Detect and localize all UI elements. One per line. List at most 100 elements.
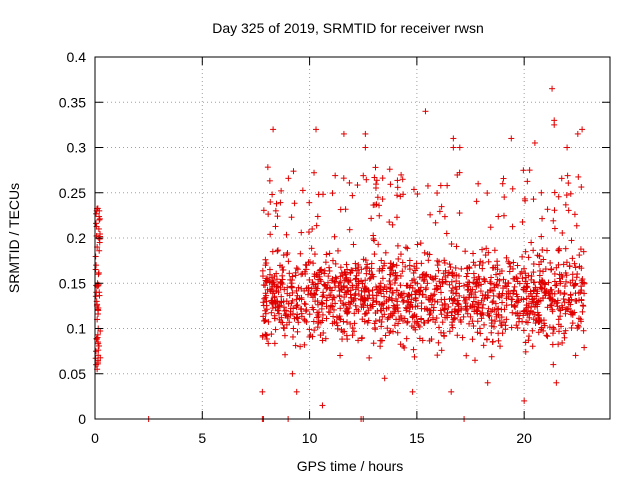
data-point: [405, 292, 412, 299]
data-point: [565, 305, 572, 312]
data-point: [580, 248, 587, 255]
data-point: [290, 310, 297, 317]
data-point: [555, 328, 562, 335]
data-point: [548, 266, 555, 273]
data-point: [344, 266, 351, 273]
data-point: [437, 289, 444, 296]
data-point: [271, 273, 278, 280]
data-point: [508, 324, 515, 331]
data-point: [394, 184, 401, 191]
data-point: [94, 331, 101, 338]
data-point: [460, 313, 467, 320]
data-point: [500, 319, 507, 326]
data-point: [366, 275, 373, 282]
data-point: [372, 164, 379, 171]
data-point: [350, 241, 357, 248]
data-point: [362, 286, 369, 293]
data-point: [531, 279, 538, 286]
data-point: [324, 279, 331, 286]
data-point: [458, 306, 465, 313]
data-point: [287, 276, 294, 283]
data-point: [550, 326, 557, 333]
data-point: [576, 252, 583, 259]
data-point: [458, 265, 465, 272]
data-point: [355, 337, 362, 344]
data-point: [318, 305, 325, 312]
data-point: [362, 265, 369, 272]
data-point: [563, 272, 570, 279]
data-point: [485, 249, 492, 256]
data-point: [521, 397, 528, 404]
data-point: [97, 231, 104, 238]
data-point: [279, 281, 286, 288]
data-point: [370, 340, 377, 347]
data-point: [491, 247, 498, 254]
data-point: [267, 198, 274, 205]
data-point: [434, 352, 441, 359]
data-points: [92, 85, 588, 422]
data-point: [360, 296, 367, 303]
y-tick-label: 0.4: [67, 49, 87, 65]
data-point: [523, 319, 530, 326]
data-point: [528, 239, 535, 246]
y-tick-label: 0.25: [59, 185, 86, 201]
data-point: [379, 275, 386, 282]
data-point: [309, 304, 316, 311]
data-point: [394, 329, 401, 336]
data-point: [414, 303, 421, 310]
data-point: [525, 272, 532, 279]
data-point: [378, 323, 385, 330]
data-point: [530, 316, 537, 323]
data-point: [342, 270, 349, 277]
data-point: [403, 282, 410, 289]
data-point: [288, 283, 295, 290]
data-point: [501, 194, 508, 201]
data-point: [544, 333, 551, 340]
data-point: [401, 344, 408, 351]
data-point: [295, 319, 302, 326]
data-point: [340, 175, 347, 182]
data-point: [474, 318, 481, 325]
data-point: [433, 315, 440, 322]
data-point: [427, 273, 434, 280]
data-point: [529, 343, 536, 350]
data-point: [432, 219, 439, 226]
data-point: [354, 182, 361, 189]
data-point: [309, 279, 316, 286]
data-point: [351, 320, 358, 327]
data-point: [435, 324, 442, 331]
data-point: [529, 293, 536, 300]
data-point: [282, 351, 289, 358]
data-point: [311, 327, 318, 334]
data-point: [351, 310, 358, 317]
data-point: [270, 126, 277, 133]
data-point: [581, 344, 588, 351]
data-point: [306, 199, 313, 206]
data-point: [272, 326, 279, 333]
data-point: [306, 311, 313, 318]
data-point: [379, 265, 386, 272]
data-point: [561, 283, 568, 290]
data-point: [94, 360, 101, 367]
data-point: [489, 299, 496, 306]
data-point: [331, 279, 338, 286]
data-point: [547, 286, 554, 293]
data-point: [342, 206, 349, 213]
data-point: [352, 295, 359, 302]
data-point: [301, 300, 308, 307]
data-point: [280, 304, 287, 311]
data-point: [395, 255, 402, 262]
data-point: [451, 297, 458, 304]
data-point: [454, 308, 461, 315]
data-point: [572, 352, 579, 359]
data-point: [317, 266, 324, 273]
data-point: [441, 213, 448, 220]
data-point: [496, 294, 503, 301]
data-point: [338, 286, 345, 293]
data-point: [290, 168, 297, 175]
data-point: [576, 263, 583, 270]
data-point: [266, 279, 273, 286]
data-point: [488, 308, 495, 315]
data-point: [568, 324, 575, 331]
data-point: [393, 287, 400, 294]
